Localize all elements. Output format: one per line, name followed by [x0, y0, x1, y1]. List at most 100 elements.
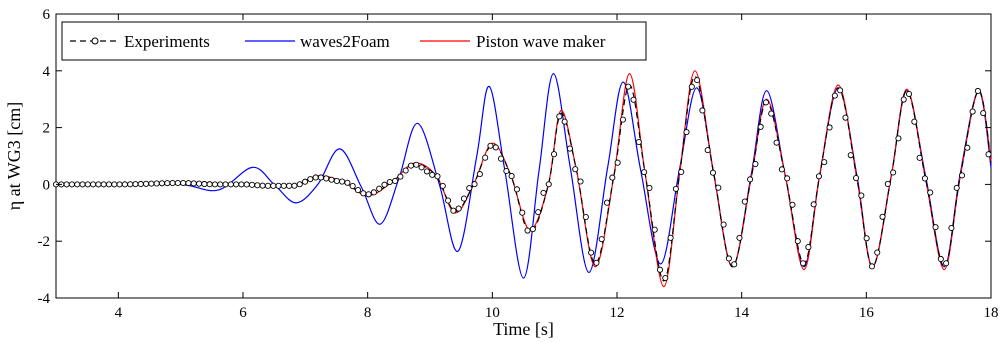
- experiment-marker: [529, 226, 536, 233]
- experiment-marker: [286, 182, 293, 189]
- experiment-marker: [100, 181, 107, 188]
- experiment-marker: [116, 181, 123, 188]
- experiment-marker: [222, 181, 229, 188]
- y-tick-label: 6: [43, 7, 51, 23]
- experiment-marker: [778, 166, 785, 173]
- experiment-marker: [826, 124, 833, 131]
- experiment-marker: [656, 266, 664, 273]
- experiment-marker: [233, 181, 240, 188]
- experiment-marker: [831, 92, 838, 99]
- experiment-marker: [132, 181, 139, 188]
- x-tick-label: 18: [984, 305, 999, 321]
- experiment-marker: [985, 151, 992, 158]
- experiment-marker: [270, 182, 277, 189]
- legend-box: [61, 21, 647, 61]
- experiment-marker: [79, 181, 86, 188]
- experiment-marker: [339, 178, 346, 185]
- x-tick-label: 12: [610, 305, 625, 321]
- experiment-marker: [747, 176, 754, 183]
- experiment-marker: [900, 96, 907, 103]
- experiment-marker: [609, 174, 616, 181]
- experiment-marker: [513, 186, 521, 193]
- experiment-marker: [429, 171, 436, 178]
- experiment-marker: [588, 249, 595, 256]
- experiment-marker: [837, 87, 844, 94]
- experiment-marker: [227, 181, 234, 188]
- experiment-marker: [492, 144, 499, 151]
- experiment-marker: [540, 189, 547, 196]
- experiment-marker: [736, 234, 743, 241]
- experiment-marker: [376, 185, 383, 192]
- experiment-marker: [667, 234, 674, 241]
- experiment-marker: [810, 201, 817, 208]
- experiment-marker: [450, 207, 457, 214]
- experiment-marker: [482, 154, 489, 161]
- legend-marker: [91, 37, 99, 45]
- experiment-marker: [127, 181, 134, 188]
- experiment-marker: [577, 178, 584, 185]
- experiment-marker: [651, 226, 658, 233]
- legend-item-piston-wave-maker: Piston wave maker: [420, 32, 606, 51]
- experiment-marker: [370, 189, 377, 196]
- experiment-marker: [741, 198, 748, 205]
- experiment-marker: [418, 164, 425, 171]
- experiment-marker: [354, 187, 362, 194]
- experiment-marker: [397, 173, 404, 180]
- experiment-marker: [964, 144, 971, 151]
- experiment-marker: [720, 221, 727, 228]
- experiment-marker: [948, 224, 955, 232]
- experiment-marker: [423, 168, 430, 175]
- experiment-marker: [958, 172, 966, 179]
- experiment-marker: [916, 154, 923, 161]
- experiment-marker: [757, 123, 764, 130]
- experiment-marker: [63, 181, 70, 188]
- y-tick-label: 0: [43, 177, 51, 193]
- experiment-marker: [264, 182, 271, 189]
- experiment-marker: [201, 180, 208, 188]
- experiment-marker: [386, 178, 393, 186]
- experiment-marker: [805, 244, 812, 251]
- legend-label: Experiments: [124, 32, 210, 51]
- experiment-marker: [847, 152, 854, 159]
- x-tick-label: 10: [485, 305, 500, 321]
- experiment-marker: [439, 182, 446, 189]
- experiment-marker: [789, 201, 796, 208]
- x-tick-label: 4: [115, 305, 123, 321]
- experiment-marker: [296, 181, 303, 188]
- experiment-marker: [169, 179, 176, 187]
- x-tick-label: 16: [859, 305, 875, 321]
- experiment-marker: [672, 185, 679, 192]
- experiment-marker: [625, 83, 632, 90]
- experiment-marker: [688, 83, 695, 90]
- experiment-marker: [519, 209, 526, 216]
- experiment-marker: [402, 167, 409, 174]
- experiment-marker: [879, 213, 886, 220]
- experiment-marker: [969, 108, 976, 115]
- experiment-marker: [68, 181, 75, 188]
- experiment-marker: [884, 180, 891, 187]
- experiment-marker: [259, 182, 266, 189]
- experiment-marker: [503, 167, 510, 175]
- experiment-marker: [566, 145, 573, 152]
- x-tick-label: 6: [239, 305, 247, 321]
- experiment-marker: [360, 190, 367, 197]
- experiment-marker: [217, 181, 224, 188]
- experiment-marker: [243, 181, 250, 188]
- experiment-marker: [821, 159, 828, 166]
- experiment-marker: [556, 113, 563, 120]
- experiment-marker: [111, 181, 118, 188]
- experiment-marker: [487, 142, 494, 149]
- experiment-marker: [699, 107, 706, 114]
- experiment-marker: [619, 116, 626, 123]
- experiment-marker: [709, 169, 717, 176]
- experiment-marker: [164, 180, 171, 187]
- experiment-marker: [460, 195, 468, 202]
- experiment-marker: [413, 161, 420, 168]
- experiment-marker: [328, 176, 335, 183]
- experiment-marker: [635, 138, 642, 146]
- experiment-marker: [471, 181, 478, 188]
- experiment-marker: [678, 168, 685, 175]
- experiment-marker: [392, 177, 399, 184]
- experiment-marker: [185, 180, 192, 187]
- experiment-marker: [344, 179, 351, 186]
